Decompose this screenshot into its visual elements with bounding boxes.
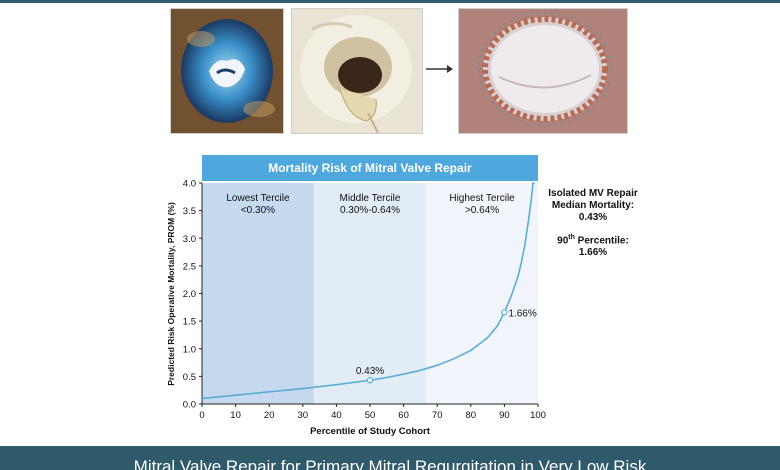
note-line-2: Median Mortality: [551,200,635,211]
summary-notes: Isolated MV Repair Median Mortality: 0.4… [544,188,642,259]
y-tick-label: 2.0 [183,289,196,300]
chart-title: Mortality Risk of Mitral Valve Repair [268,161,472,175]
region-2 [313,183,427,404]
y-tick-label: 4.0 [183,179,196,190]
region-range-3: >0.64% [465,205,499,216]
annotation-point-1 [366,377,374,384]
region-name-1: Lowest Tercile [226,193,290,204]
x-tick-label: 10 [230,410,241,421]
x-tick-label: 20 [264,410,275,421]
x-tick-label: 40 [331,410,342,421]
prom-curve-line [201,182,535,400]
annotation-label-2: 1.66% [508,308,536,319]
mortality-chart: Mortality Risk of Mitral Valve Repair Lo… [166,155,546,437]
y-tick-label: 1.5 [183,317,196,328]
annotation-point-2 [501,309,508,316]
region-name-3: Highest Tercile [449,193,515,204]
tercile-regions: Lowest Tercile<0.30% Middle Tercile0.30%-… [202,183,538,404]
annotation-label-1: 0.43% [356,366,384,377]
region-3 [426,183,538,404]
y-tick-label: 3.5 [183,206,196,217]
x-tick-label: 30 [298,410,309,421]
bottom-caption: Mitral Valve Repair for Primary Mitral R… [133,457,647,470]
note-line-1: Isolated MV Repair [548,188,638,199]
note-median-value: 0.43% [578,212,608,223]
y-tick-label: 0.0 [183,400,196,411]
y-tick-label: 3.0 [183,234,196,245]
x-tick-label: 60 [398,410,409,421]
y-axis-label: Predicted Risk Operative Mortality, PROM… [166,202,176,386]
y-ticks: 0.0 0.5 1.0 1.5 2.0 2.5 3.0 3.5 4.0 [183,179,202,411]
region-range-2: 0.30%-0.64% [340,205,400,216]
x-axis-label: Percentile of Study Cohort [310,426,431,437]
repaired-valve-photo [458,8,628,134]
x-tick-label: 80 [466,410,477,421]
y-tick-label: 2.5 [183,261,196,272]
region-range-1: <0.30% [241,205,275,216]
region-name-2: Middle Tercile [340,193,401,204]
annotations: 0.43% 1.66% [356,308,537,384]
arrow-right-icon [426,65,453,73]
x-tick-label: 50 [365,410,376,421]
x-tick-label: 90 [499,410,510,421]
x-tick-label: 100 [530,410,546,421]
x-tick-label: 70 [432,410,443,421]
note-p90-label: 90th Percentile: [557,234,629,247]
y-tick-label: 1.0 [183,344,196,355]
region-1 [202,183,314,404]
top-border [0,0,780,3]
bottom-caption-bar: Mitral Valve Repair for Primary Mitral R… [0,446,780,470]
note-p90-value: 1.66% [578,247,608,259]
x-tick-label: 0 [199,410,204,421]
y-tick-label: 0.5 [183,372,196,383]
chart-title-banner [202,155,538,181]
valve-echo-image [170,8,284,134]
x-ticks: 0 10 20 30 40 50 60 70 80 90 100 [199,404,546,421]
surgical-valve-photo [291,8,423,134]
chart-area: Mortality Risk of Mitral Valve Repair Lo… [162,152,622,437]
